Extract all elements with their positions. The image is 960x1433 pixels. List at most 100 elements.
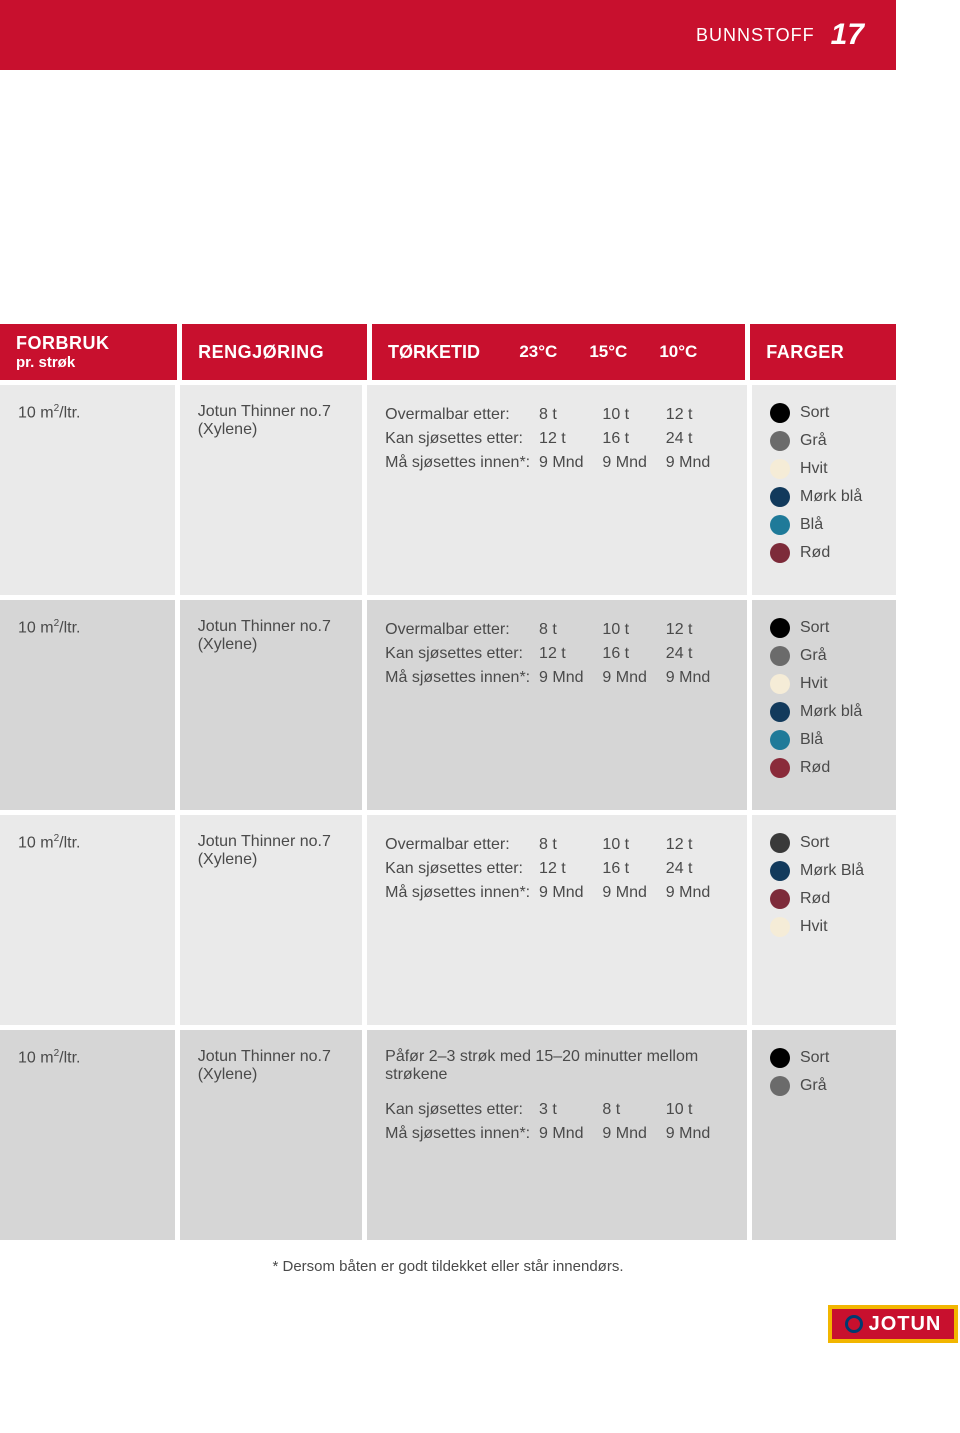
color-swatch: [770, 1076, 790, 1096]
tork-label: Kan sjøsettes etter:: [385, 857, 539, 881]
table-row: 10 m2/ltr.Jotun Thinner no.7(Xylene)Påfø…: [0, 1030, 896, 1240]
color-swatch: [770, 459, 790, 479]
tork-grid: Overmalbar etter:8 t10 t12 tKan sjøsette…: [385, 403, 729, 475]
tork-label: Må sjøsettes innen*:: [385, 881, 539, 905]
page-header: BUNNSTOFF 17: [0, 0, 896, 70]
color-row: Blå: [770, 730, 878, 750]
superscript: 2: [54, 833, 60, 844]
tork-value: 8 t: [602, 1098, 665, 1122]
cell-torketid: Overmalbar etter:8 t10 t12 tKan sjøsette…: [367, 600, 747, 810]
tork-value: 9 Mnd: [539, 1122, 602, 1146]
cell-farger: SortGråHvitMørk blåBlåRød: [752, 600, 896, 810]
header-tork-title: TØRKETID: [388, 342, 519, 363]
header-temp-23: 23°C: [519, 342, 589, 362]
tork-line: Må sjøsettes innen*:9 Mnd9 Mnd9 Mnd: [385, 451, 729, 475]
tork-value: 16 t: [602, 427, 665, 451]
superscript: 2: [54, 1048, 60, 1059]
cell-farger: Sort Grå: [752, 1030, 896, 1240]
table-row: 10 m2/ltr.Jotun Thinner no.7(Xylene)Over…: [0, 600, 896, 810]
color-label: Sort: [800, 619, 829, 637]
color-list: SortGråHvitMørk blåBlåRød: [770, 403, 878, 563]
page-number: 17: [831, 18, 864, 52]
color-label: Sort: [800, 1049, 829, 1067]
tork-value: 12 t: [539, 427, 602, 451]
tork-line: Overmalbar etter:8 t10 t12 t: [385, 833, 729, 857]
color-label: Mørk blå: [800, 703, 862, 721]
color-row: Mørk blå: [770, 487, 878, 507]
header-farger: FARGER: [750, 324, 896, 380]
brand-name: JOTUN: [869, 1313, 942, 1336]
tork-label: Overmalbar etter:: [385, 618, 539, 642]
tork-grid: Overmalbar etter:8 t10 t12 tKan sjøsette…: [385, 833, 729, 905]
superscript: 2: [54, 618, 60, 629]
reng-line-1: Jotun Thinner no.7: [198, 403, 345, 421]
color-label: Grå: [800, 432, 827, 450]
tork-value: 10 t: [602, 618, 665, 642]
header-rengjoring: RENGJØRING: [182, 324, 367, 380]
color-list: Sort Grå: [770, 1048, 878, 1096]
header-forbruk-title: FORBRUK: [16, 333, 161, 354]
color-row: Sort: [770, 618, 878, 638]
tork-line: Overmalbar etter:8 t10 t12 t: [385, 403, 729, 427]
color-label: Hvit: [800, 918, 828, 936]
color-row: Sort: [770, 403, 878, 423]
table-row: 10 m2/ltr. Jotun Thinner no.7(Xylene) Over…: [0, 385, 896, 595]
color-swatch: [770, 758, 790, 778]
color-swatch: [770, 861, 790, 881]
color-row: Rød: [770, 758, 878, 778]
color-swatch: [770, 889, 790, 909]
color-swatch: [770, 702, 790, 722]
color-swatch: [770, 618, 790, 638]
header-reng-title: RENGJØRING: [198, 342, 351, 363]
tork-value: 9 Mnd: [539, 666, 602, 690]
tork-value: 8 t: [539, 403, 602, 427]
cell-rengjoring: Jotun Thinner no.7(Xylene): [180, 385, 363, 595]
reng-line-1: Jotun Thinner no.7: [198, 833, 345, 851]
color-swatch: [770, 515, 790, 535]
tork-value: 10 t: [602, 833, 665, 857]
tork-label: Må sjøsettes innen*:: [385, 666, 539, 690]
reng-line-2: (Xylene): [198, 636, 345, 654]
cell-torketid: Overmalbar etter:8 t10 t12 tKan sjøsette…: [367, 815, 747, 1025]
tork-value: 9 Mnd: [602, 451, 665, 475]
cell-forbruk: 10 m2/ltr.: [0, 815, 175, 1025]
color-swatch: [770, 403, 790, 423]
color-swatch: [770, 917, 790, 937]
color-swatch: [770, 543, 790, 563]
color-swatch: [770, 730, 790, 750]
color-row: Mørk blå: [770, 702, 878, 722]
color-label: Mørk Blå: [800, 862, 864, 880]
color-row: Grå: [770, 431, 878, 451]
tork-line: Kan sjøsettes etter:3 t8 t10 t: [385, 1098, 729, 1122]
color-row: Mørk Blå: [770, 861, 878, 881]
tork-value: 12 t: [666, 833, 729, 857]
forbruk-value: 10 m2/ltr.: [18, 403, 157, 422]
tork-value: 9 Mnd: [666, 881, 729, 905]
color-label: Sort: [800, 404, 829, 422]
tork-label: Overmalbar etter:: [385, 833, 539, 857]
tork-value: 12 t: [666, 618, 729, 642]
cell-torketid: Overmalbar etter:8 t10 t12 tKan sjøsette…: [367, 385, 747, 595]
tork-grid: Overmalbar etter:8 t10 t12 tKan sjøsette…: [385, 618, 729, 690]
color-label: Grå: [800, 1077, 827, 1095]
tork-value: 9 Mnd: [666, 666, 729, 690]
tork-value: 9 Mnd: [602, 666, 665, 690]
tork-value: 16 t: [602, 857, 665, 881]
tork-line: Kan sjøsettes etter:12 t16 t24 t: [385, 427, 729, 451]
color-row: Grå: [770, 646, 878, 666]
tork-value: 10 t: [602, 403, 665, 427]
tork-value: 8 t: [539, 833, 602, 857]
tork-note: Påfør 2–3 strøk med 15–20 minutter mello…: [385, 1048, 729, 1084]
color-label: Hvit: [800, 460, 828, 478]
reng-line-2: (Xylene): [198, 851, 345, 869]
color-label: Rød: [800, 544, 830, 562]
table-row: 10 m2/ltr. Jotun Thinner no.7(Xylene) Over…: [0, 815, 896, 1025]
blank-spacer: [0, 70, 960, 324]
tork-value: 3 t: [539, 1098, 602, 1122]
color-list: SortGråHvitMørk blåBlåRød: [770, 618, 878, 778]
tork-value: 16 t: [602, 642, 665, 666]
header-torketid: TØRKETID 23°C 15°C 10°C: [372, 324, 745, 380]
tork-line: Må sjøsettes innen*:9 Mnd9 Mnd9 Mnd: [385, 881, 729, 905]
section-label: BUNNSTOFF: [696, 25, 815, 46]
color-swatch: [770, 833, 790, 853]
